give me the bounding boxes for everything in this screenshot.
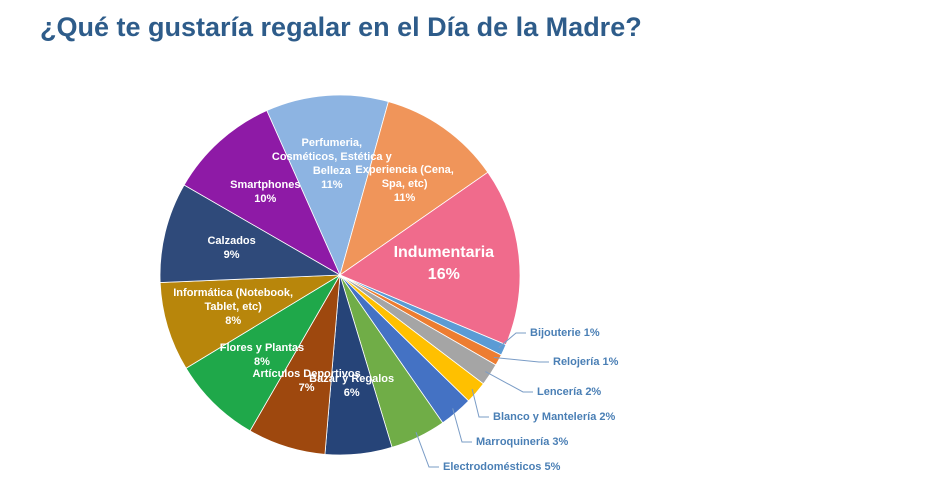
category-label: Smartphones: [230, 179, 301, 192]
pie-slice: [159, 184, 342, 283]
category-label: Electrodomésticos: [443, 461, 542, 473]
value-label: 3%: [552, 436, 569, 448]
pie-slice: [266, 94, 389, 277]
value-label: 1%: [583, 327, 600, 339]
value-label: 7%: [298, 382, 315, 395]
slice-label: Bazar y Regalos 6%: [292, 372, 412, 400]
leader-line: [485, 371, 533, 393]
value-label: 11%: [321, 178, 343, 191]
value-label: 2%: [585, 386, 602, 398]
slice-label: Marroquinería 3%: [476, 436, 568, 448]
leader-line: [498, 332, 526, 349]
pie-slice: [185, 274, 341, 432]
leader-line: [493, 357, 549, 363]
category-label: Bijouterie: [530, 327, 581, 339]
pie-slice: [339, 171, 521, 346]
slice-label: Smartphones 10%: [205, 178, 325, 206]
category-label: Informática (Notebook, Tablet, etc): [173, 287, 294, 314]
slice-label: Perfumeria, Cosméticos, Estética y Belle…: [272, 136, 392, 192]
value-label: 10%: [254, 193, 277, 206]
slice-label: Relojería 1%: [553, 356, 618, 368]
slice-label: Bijouterie 1%: [530, 327, 600, 339]
category-label: Blanco y Mantelería: [493, 411, 597, 423]
slice-label: Blanco y Mantelería 2%: [493, 411, 615, 423]
value-label: 1%: [602, 356, 619, 368]
leader-line: [415, 432, 439, 468]
slice-label: Lencería 2%: [537, 386, 601, 398]
pie-slice: [183, 110, 341, 276]
category-label: Relojería: [553, 356, 600, 368]
slice-label: Experiencia (Cena, Spa, etc) 11%: [345, 163, 465, 205]
value-label: 11%: [393, 192, 416, 205]
pie-slice: [159, 274, 341, 369]
slice-label: Informática (Notebook, Tablet, etc) 8%: [173, 286, 293, 328]
category-label: Bazar y Regalos: [309, 372, 395, 385]
value-label: 2%: [599, 411, 616, 423]
category-label: Marroquinería: [476, 436, 550, 448]
category-label: Flores y Plantas: [219, 341, 305, 354]
value-label: 5%: [544, 461, 561, 473]
category-label: Calzados: [207, 235, 256, 248]
slice-label: Artículos Deportivos 7%: [247, 367, 367, 395]
chart-title: ¿Qué te gustaría regalar en el Día de la…: [40, 12, 642, 42]
value-label: 6%: [343, 386, 360, 399]
leader-line: [471, 388, 489, 418]
slice-label: Indumentaria 16%: [384, 242, 504, 286]
category-label: Perfumeria, Cosméticos, Estética y Belle…: [271, 136, 392, 177]
slice-label: Calzados 9%: [172, 234, 292, 262]
value-label: 8%: [225, 315, 242, 328]
leader-line: [452, 408, 472, 443]
category-label: Experiencia (Cena, Spa, etc): [355, 164, 454, 191]
category-label: Lencería: [537, 386, 583, 398]
category-label: Artículos Deportivos: [252, 368, 361, 381]
value-label: 9%: [223, 249, 240, 262]
slice-label: Flores y Plantas 8%: [202, 341, 322, 369]
value-label: 16%: [427, 266, 460, 284]
value-label: 8%: [253, 355, 270, 368]
pie-slice: [339, 101, 489, 276]
category-label: Indumentaria: [393, 244, 495, 262]
slice-label: Electrodomésticos 5%: [443, 461, 560, 473]
